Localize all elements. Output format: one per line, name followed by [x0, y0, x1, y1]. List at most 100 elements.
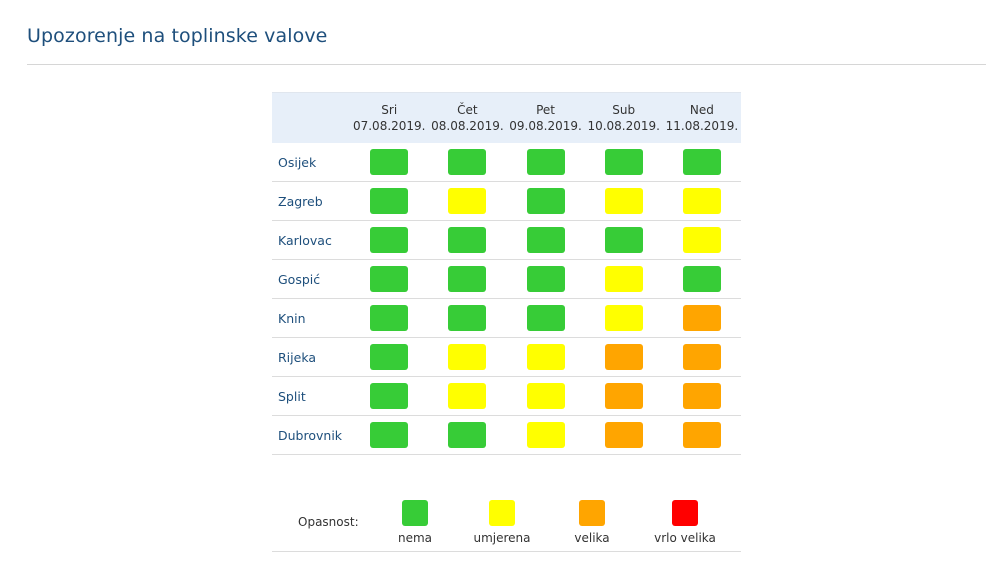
city-name[interactable]: Osijek [272, 143, 351, 182]
warning-cell [350, 376, 429, 416]
warning-cell [506, 220, 585, 260]
warning-cell [662, 220, 741, 260]
warning-cell [662, 143, 741, 182]
warning-cell [662, 376, 741, 416]
warning-level-box [448, 227, 487, 253]
city-name[interactable]: Dubrovnik [272, 415, 351, 455]
warning-level-box [682, 149, 721, 175]
table-row: Rijeka [272, 337, 741, 377]
legend-swatch-vrlo-velika [672, 500, 698, 526]
day-date: 07.08.2019. [352, 119, 426, 133]
day-name: Pet [536, 103, 555, 117]
legend-item: velika [547, 500, 637, 545]
warning-cell [584, 415, 663, 455]
warning-level-box [604, 149, 643, 175]
warning-level-box [448, 149, 487, 175]
warning-cell [428, 181, 507, 221]
heatwave-warning-table: Sri 07.08.2019. Čet 08.08.2019. Pet 09.0… [272, 92, 741, 455]
legend-item: vrlo velika [640, 500, 730, 545]
day-header: Sub 10.08.2019. [584, 92, 663, 143]
warning-cell [350, 220, 429, 260]
warning-cell [428, 143, 507, 182]
warning-level-box [682, 344, 721, 370]
warning-cell [584, 181, 663, 221]
warning-level-box [370, 149, 409, 175]
warning-cell [506, 181, 585, 221]
warning-cell [584, 143, 663, 182]
day-date: 09.08.2019. [509, 119, 582, 133]
warning-cell [350, 298, 429, 338]
city-column-header [272, 92, 351, 143]
warning-cell [506, 259, 585, 299]
warning-level-box [604, 188, 643, 214]
warning-level-box [448, 383, 487, 409]
city-name[interactable]: Karlovac [272, 220, 351, 260]
warning-level-box [370, 227, 409, 253]
warning-level-box [604, 344, 643, 370]
day-date: 10.08.2019. [587, 119, 660, 133]
warning-cell [584, 220, 663, 260]
warning-level-box [370, 344, 409, 370]
legend-item-label: nema [397, 531, 433, 545]
warning-level-box [526, 383, 565, 409]
warning-level-box [448, 188, 487, 214]
warning-level-box [682, 266, 721, 292]
warning-cell [506, 415, 585, 455]
warning-cell [428, 259, 507, 299]
warning-cell [662, 337, 741, 377]
day-header: Sri 07.08.2019. [350, 92, 429, 143]
city-name[interactable]: Rijeka [272, 337, 351, 377]
table-row: Dubrovnik [272, 415, 741, 455]
warning-level-box [526, 305, 565, 331]
legend-item: nema [370, 500, 460, 545]
legend-swatch-umjerena [489, 500, 515, 526]
warning-cell [584, 376, 663, 416]
warning-level-box [526, 266, 565, 292]
city-name[interactable]: Zagreb [272, 181, 351, 221]
warning-level-box [604, 227, 643, 253]
warning-cell [428, 415, 507, 455]
warning-level-box [448, 344, 487, 370]
warning-level-box [526, 188, 565, 214]
warning-level-box [526, 227, 565, 253]
warning-cell [350, 143, 429, 182]
warning-level-box [448, 422, 487, 448]
warning-cell [584, 337, 663, 377]
table-row: Gospić [272, 259, 741, 299]
warning-level-box [370, 266, 409, 292]
legend-item-label: vrlo velika [654, 531, 716, 545]
warning-cell [506, 376, 585, 416]
warning-cell [428, 298, 507, 338]
warning-level-box [682, 422, 721, 448]
table-header-row: Sri 07.08.2019. Čet 08.08.2019. Pet 09.0… [272, 92, 741, 143]
warning-level-box [370, 188, 409, 214]
page-title: Upozorenje na toplinske valove [27, 25, 328, 47]
warning-cell [506, 337, 585, 377]
table-row: Karlovac [272, 220, 741, 260]
city-name[interactable]: Gospić [272, 259, 351, 299]
warning-cell [350, 337, 429, 377]
legend-label: Opasnost: [298, 515, 359, 529]
warning-cell [428, 220, 507, 260]
day-header: Pet 09.08.2019. [506, 92, 585, 143]
day-header: Čet 08.08.2019. [428, 92, 507, 143]
warning-cell [350, 181, 429, 221]
table-row: Zagreb [272, 181, 741, 221]
table-row: Split [272, 376, 741, 416]
city-name[interactable]: Split [272, 376, 351, 416]
warning-level-box [682, 305, 721, 331]
warning-level-box [448, 305, 487, 331]
legend-item: umjerena [457, 500, 547, 545]
warning-level-box [370, 422, 409, 448]
warning-cell [350, 415, 429, 455]
warning-cell [506, 143, 585, 182]
warning-level-box [526, 149, 565, 175]
day-name: Čet [457, 103, 478, 117]
city-name[interactable]: Knin [272, 298, 351, 338]
warning-level-box [682, 188, 721, 214]
warning-level-box [682, 227, 721, 253]
day-name: Sri [381, 103, 398, 117]
legend-swatch-velika [579, 500, 605, 526]
warning-level-box [448, 266, 487, 292]
warning-cell [662, 259, 741, 299]
